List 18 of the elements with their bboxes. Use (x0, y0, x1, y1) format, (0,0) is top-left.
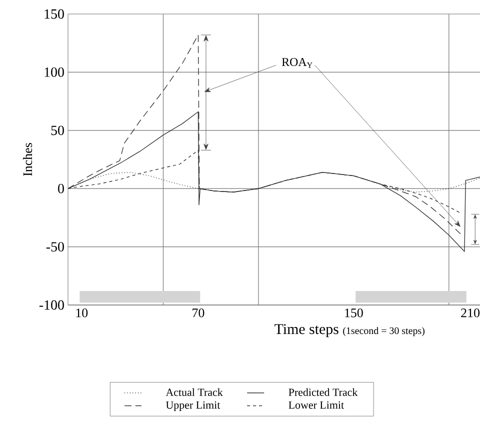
x-tick-label: 10 (76, 308, 88, 318)
legend-label: Lower Limit (288, 401, 344, 409)
y-tick-label: 50 (51, 126, 64, 136)
text: (1second = 30 steps) (343, 327, 424, 336)
y-tick-label: -50 (46, 242, 64, 252)
x-axis-title: Time steps (274, 324, 338, 338)
x-tick-label: 150 (345, 308, 363, 318)
annotation: ROA$_{Y}$ (282, 58, 312, 68)
x-tick-label: 210 (461, 308, 480, 318)
y-axis-title: Inches (22, 143, 32, 176)
y-tick-label: 100 (44, 67, 64, 77)
y-tick-label: 0 (58, 184, 64, 194)
legend-label: Predicted Track (288, 388, 358, 396)
x-tick-label: 70 (192, 308, 204, 318)
y-tick-label: -100 (39, 300, 64, 310)
legend-label: Actual Track (166, 388, 223, 396)
y-tick-label: 150 (44, 9, 64, 19)
legend-label: Upper Limit (166, 401, 220, 411)
